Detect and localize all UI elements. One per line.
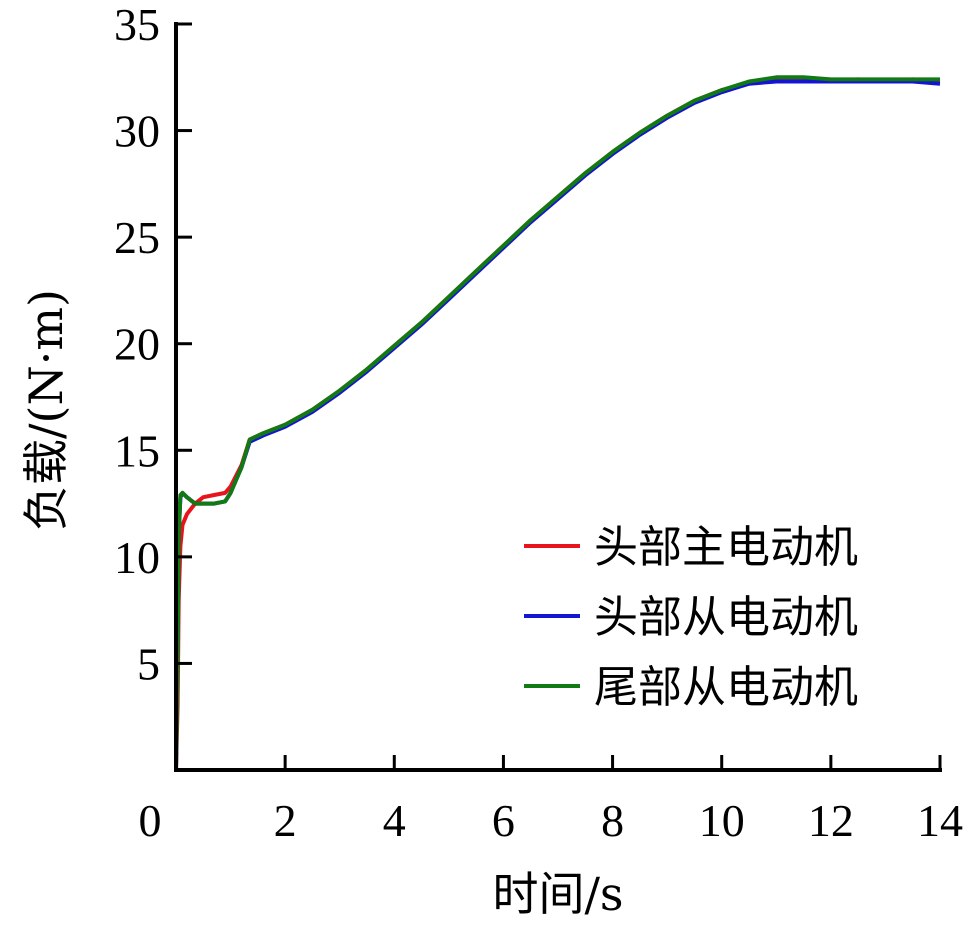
- y-tick-label: 10: [114, 532, 160, 583]
- x-axis-title: 时间/s: [492, 867, 623, 921]
- legend-label-3: 尾部从电动机: [594, 662, 858, 713]
- series-line-3: [174, 75, 940, 771]
- x-tick-label: 14: [917, 795, 963, 846]
- x-tick-label: 6: [492, 795, 515, 846]
- y-tick-label: 25: [114, 212, 160, 263]
- legend-label-2: 头部从电动机: [594, 592, 858, 643]
- x-tick-label: 2: [274, 795, 297, 846]
- legend-label-1: 头部主电动机: [594, 522, 858, 573]
- x-tick-label: 8: [601, 795, 624, 846]
- y-tick-label: 35: [114, 0, 160, 50]
- y-tick-label: 15: [114, 425, 160, 476]
- y-tick-label: 20: [114, 319, 160, 370]
- x-tick-label: 0: [139, 795, 162, 846]
- axes: [174, 22, 942, 772]
- x-tick-label: 4: [383, 795, 406, 846]
- x-tick-label: 12: [808, 795, 854, 846]
- y-tick-label: 5: [137, 638, 160, 689]
- plot-series: [174, 75, 941, 771]
- y-axis-title: 负载/(N·m): [19, 289, 73, 531]
- y-tick-label: 30: [114, 106, 160, 157]
- x-tick-label: 10: [699, 795, 745, 846]
- y-ticks: 5 10 15 20 25 30 35: [114, 0, 192, 689]
- x-ticks: 0 2 4 6 8 10 12 14: [139, 755, 963, 846]
